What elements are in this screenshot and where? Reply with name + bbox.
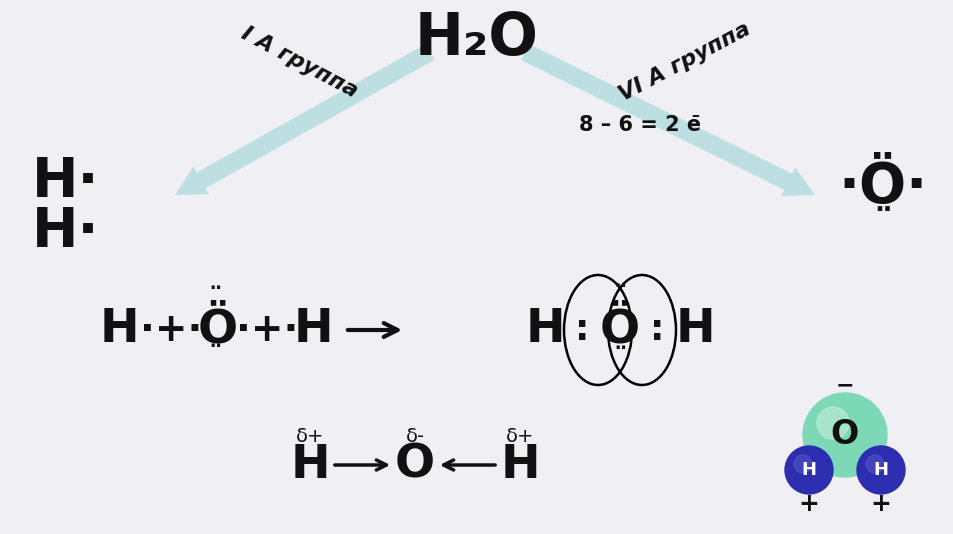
Circle shape	[784, 446, 832, 494]
Text: −: −	[835, 375, 854, 395]
Text: O: O	[830, 419, 859, 452]
Text: ·Ö·: ·Ö·	[838, 160, 926, 214]
Text: I A группа: I A группа	[238, 23, 361, 101]
Circle shape	[793, 455, 811, 473]
Circle shape	[802, 393, 886, 477]
Polygon shape	[174, 44, 434, 195]
Text: ¨: ¨	[613, 346, 626, 374]
Text: H: H	[801, 461, 816, 479]
Text: Ö: Ö	[599, 308, 639, 352]
Text: H: H	[873, 461, 887, 479]
Text: O: O	[395, 443, 435, 488]
Text: ¨: ¨	[613, 284, 626, 312]
Text: H₂O: H₂O	[415, 10, 538, 67]
Text: ¨: ¨	[872, 207, 892, 245]
Text: H·: H·	[32, 205, 99, 259]
Circle shape	[816, 407, 848, 439]
Text: ·+·: ·+·	[140, 311, 202, 349]
Circle shape	[856, 446, 904, 494]
Text: :: :	[650, 313, 664, 347]
Text: ·+·: ·+·	[235, 311, 298, 349]
Text: ¨: ¨	[208, 286, 222, 314]
Text: δ+: δ+	[505, 428, 534, 446]
Text: Ö: Ö	[198, 308, 238, 352]
Circle shape	[865, 455, 883, 473]
Polygon shape	[520, 44, 814, 196]
Text: H·: H·	[32, 155, 99, 209]
Text: δ+: δ+	[295, 428, 324, 446]
Text: H: H	[675, 308, 714, 352]
Text: δ-: δ-	[405, 428, 424, 446]
Text: H: H	[100, 308, 139, 352]
Text: +: +	[870, 492, 890, 516]
Text: 8 – 6 = 2 е̄: 8 – 6 = 2 е̄	[578, 115, 700, 135]
Text: H: H	[525, 308, 564, 352]
Text: :: :	[575, 313, 589, 347]
Text: ¨: ¨	[208, 344, 222, 372]
Text: +: +	[798, 492, 819, 516]
Text: H: H	[290, 443, 330, 488]
Text: H: H	[294, 308, 334, 352]
Text: VI A группа: VI A группа	[616, 19, 754, 105]
Text: H: H	[499, 443, 539, 488]
